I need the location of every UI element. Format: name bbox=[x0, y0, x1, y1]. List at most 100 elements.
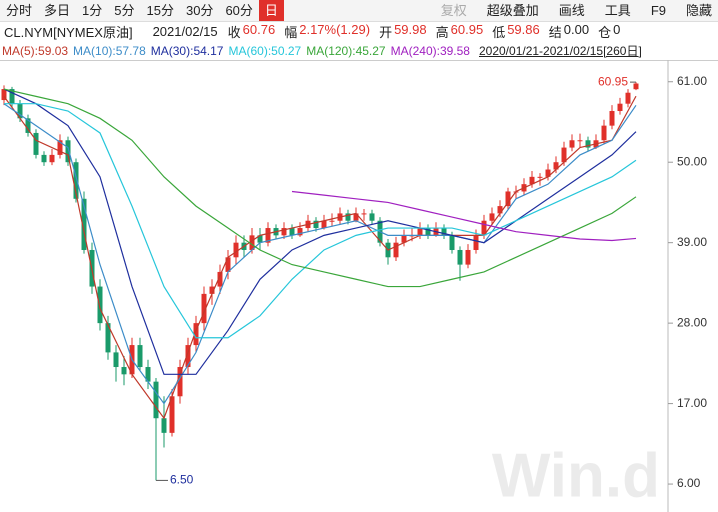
quote-value: 59.98 bbox=[394, 22, 427, 37]
tool[interactable]: 工具 bbox=[604, 3, 631, 18]
candle-body bbox=[617, 103, 623, 112]
quote-value: 0 bbox=[613, 22, 621, 37]
legend-sep: : bbox=[267, 43, 272, 58]
candle-body bbox=[329, 220, 335, 222]
candle-body bbox=[41, 154, 47, 163]
candle-body bbox=[505, 191, 511, 207]
candle-body bbox=[289, 228, 295, 236]
candle-body bbox=[537, 176, 543, 178]
candle-body bbox=[9, 89, 15, 104]
quote-label: 开 bbox=[379, 25, 393, 40]
candle-body bbox=[225, 257, 231, 272]
toolbar: 分时 多日 1分 5分 15分 30分 60分日 复权 超级叠加 画线 工具 F9 隐藏 bbox=[0, 0, 718, 22]
legend-value: 50.27 bbox=[271, 43, 302, 58]
candle-body bbox=[625, 92, 631, 104]
candle-body bbox=[569, 140, 575, 148]
legend-sep: : bbox=[352, 43, 356, 58]
symbol: CL.NYM[NYMEX原油] bbox=[4, 25, 133, 40]
candle-body bbox=[185, 345, 191, 368]
candle-body bbox=[57, 140, 63, 155]
candle-body bbox=[361, 213, 367, 215]
candle-body bbox=[321, 220, 327, 229]
candle-body bbox=[73, 162, 79, 199]
candle-body bbox=[449, 235, 455, 250]
tools: 复权 超级叠加 画线 工具 F9 隐藏 bbox=[427, 0, 718, 21]
tab[interactable]: 分时 bbox=[6, 3, 33, 18]
tab[interactable]: 1分 bbox=[82, 3, 103, 18]
quote-items: 收 60.76 幅 2.17%(1.29) 开 59.98 高 60.95 低 59.86 结 0.0… bbox=[228, 22, 630, 41]
date-range: 2020/01/21-2021/02/15[260日] bbox=[478, 44, 642, 58]
candle-body bbox=[1, 89, 7, 101]
annotation-label: 6.50 bbox=[170, 473, 194, 487]
candle-body bbox=[457, 249, 463, 265]
tabs: 分时 多日 1分 5分 15分 30分 60分日 bbox=[0, 0, 284, 21]
candle-body bbox=[585, 140, 591, 148]
candle-body bbox=[121, 367, 127, 375]
ma-line bbox=[3, 103, 637, 405]
tab[interactable]: 30分 bbox=[185, 3, 214, 18]
tool[interactable]: 隐藏 bbox=[685, 3, 712, 18]
candle-body bbox=[113, 352, 119, 368]
candle-body bbox=[393, 242, 399, 258]
candle-body bbox=[561, 147, 567, 163]
tab[interactable]: 多日 bbox=[44, 3, 71, 18]
tool[interactable]: F9 bbox=[650, 3, 666, 18]
candle-body bbox=[105, 323, 111, 353]
candle-body bbox=[65, 140, 71, 163]
candle-body bbox=[553, 162, 559, 170]
candle-body bbox=[257, 235, 263, 243]
ma-line bbox=[3, 88, 637, 288]
legend-value: 39.58 bbox=[439, 43, 470, 58]
candle-body bbox=[401, 235, 407, 243]
y-tick-label: 39.00 bbox=[677, 235, 707, 249]
ma-line bbox=[291, 190, 637, 242]
legend-value: 45.27 bbox=[355, 43, 386, 58]
ma-legend: MA(5):59.03 MA(10):57.78 MA(30):54.17 MA(60… bbox=[0, 41, 718, 61]
y-tick-label: 61.00 bbox=[677, 74, 707, 88]
tab[interactable]: 日 bbox=[258, 0, 284, 21]
quote-value: 59.86 bbox=[507, 22, 540, 37]
candle-body bbox=[529, 176, 535, 185]
candle-body bbox=[417, 228, 423, 236]
quote-value: 60.76 bbox=[242, 22, 276, 37]
candle-body bbox=[577, 140, 583, 142]
ma-line bbox=[3, 95, 637, 420]
date: 2021/02/15 bbox=[152, 24, 218, 39]
candle-body bbox=[233, 242, 239, 258]
tab[interactable]: 15分 bbox=[146, 3, 174, 18]
y-tick-label: 6.00 bbox=[677, 476, 701, 490]
tab[interactable]: 5分 bbox=[114, 3, 135, 18]
legend-value: 54.17 bbox=[193, 43, 224, 58]
legend-name: MA(30) bbox=[150, 43, 191, 58]
candle-body bbox=[33, 132, 39, 155]
tool[interactable]: 画线 bbox=[558, 3, 585, 18]
candle-body bbox=[609, 111, 615, 126]
candle-body bbox=[249, 235, 255, 250]
quote-value: 2.17%(1.29) bbox=[299, 22, 371, 37]
candle-body bbox=[137, 345, 143, 368]
y-tick-label: 50.00 bbox=[677, 154, 707, 168]
candle-body bbox=[465, 249, 471, 265]
ma-line bbox=[4, 103, 637, 339]
quote-label: 收 bbox=[227, 25, 241, 40]
legend-sep: : bbox=[436, 43, 440, 58]
tool[interactable]: 复权 bbox=[440, 3, 467, 18]
watermark: Win.d bbox=[492, 441, 660, 510]
quote-label: 高 bbox=[435, 25, 449, 40]
candle-body bbox=[169, 396, 175, 433]
candle-body bbox=[345, 213, 351, 221]
tab[interactable]: 60分 bbox=[225, 3, 253, 18]
candle-body bbox=[49, 154, 55, 163]
legend-value: 57.78 bbox=[115, 43, 146, 58]
legend-name: MA(10) bbox=[73, 43, 113, 58]
legend-value: 59.03 bbox=[38, 43, 69, 58]
quote-header: CL.NYM[NYMEX原油] 2021/02/15 收 60.76 幅 2.17%(… bbox=[0, 22, 718, 41]
candle-body bbox=[193, 323, 199, 346]
legend: MA(5):59.03 MA(10):57.78 MA(30):54.17 MA(60… bbox=[2, 44, 475, 58]
quote-value: 60.95 bbox=[450, 22, 484, 37]
candle-body bbox=[633, 83, 639, 90]
candle-body bbox=[265, 228, 271, 243]
y-tick-label: 17.00 bbox=[677, 396, 707, 410]
tool[interactable]: 超级叠加 bbox=[486, 3, 539, 18]
